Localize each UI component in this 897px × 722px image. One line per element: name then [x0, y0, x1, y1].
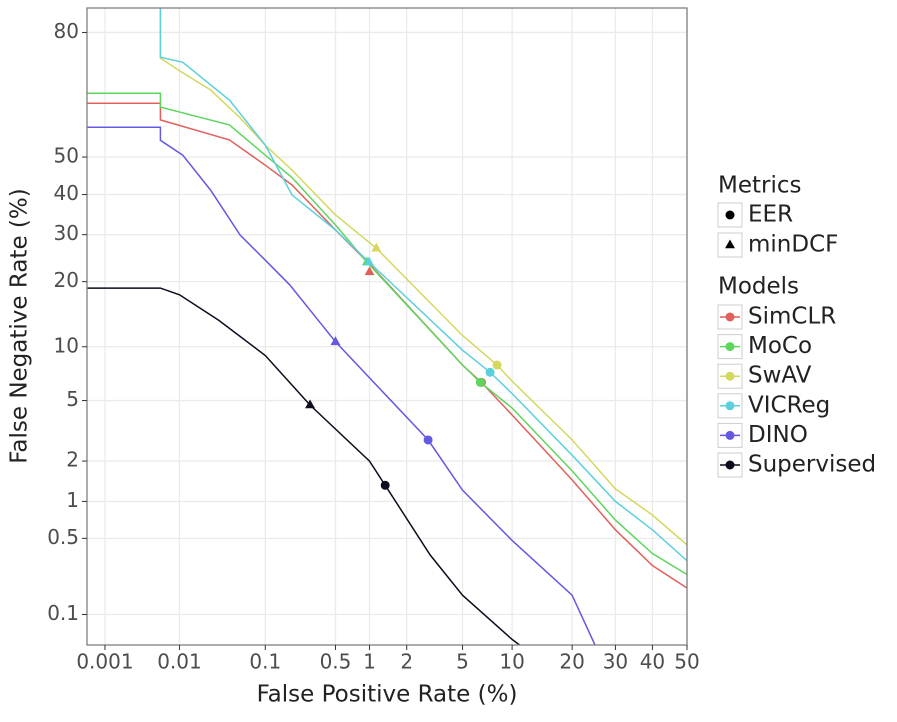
- x-tick-label: 30: [603, 650, 628, 674]
- eer-point: [475, 377, 485, 387]
- y-tick-label: 2: [66, 448, 79, 472]
- legend-label: Supervised: [748, 452, 876, 478]
- legend-symbol: [725, 430, 735, 440]
- y-tick-label: 80: [54, 19, 79, 43]
- y-tick-label: 20: [54, 268, 79, 292]
- legend-label: EER: [748, 202, 793, 228]
- x-tick-label: 50: [674, 650, 699, 674]
- x-tick-label: 2: [400, 650, 413, 674]
- x-tick-label: 0.01: [157, 650, 202, 674]
- legend-label: DINO: [748, 422, 808, 448]
- legend-symbol: [725, 401, 735, 411]
- y-tick-label: 1: [66, 488, 79, 512]
- min-dcf-point: [364, 256, 374, 266]
- legend-label: SwAV: [748, 363, 812, 389]
- min-dcf-point: [371, 242, 382, 252]
- legend-label: VICReg: [748, 392, 830, 418]
- lines: [87, 8, 687, 645]
- y-tick-label: 30: [54, 221, 79, 245]
- x-tick-label: 40: [640, 650, 665, 674]
- series-line: [87, 287, 521, 645]
- y-tick-label: 5: [66, 387, 79, 411]
- series-line: [87, 126, 596, 645]
- axes: 0.001 0.01 0.1 0.5 1 2 5 10 20 30 40 500.10.5125102…: [47, 19, 700, 674]
- x-axis-title: False Positive Rate (%): [257, 682, 518, 708]
- x-tick-label: 20: [559, 650, 584, 674]
- eer-point: [485, 367, 495, 377]
- min-dcf-point: [364, 266, 375, 276]
- x-tick-label: 0.5: [320, 650, 352, 674]
- legend-symbol: [725, 342, 735, 352]
- legend: Metrics EER minDCF Models SimCLR MoCo SwAV VICR…: [717, 173, 876, 478]
- legend-symbol: [725, 239, 735, 249]
- y-tick-label: 10: [54, 333, 79, 357]
- y-tick-label: 0.5: [47, 525, 79, 549]
- min-dcf-point: [305, 399, 315, 409]
- panel: [87, 8, 687, 645]
- y-tick-label: 0.1: [47, 601, 79, 625]
- x-tick-label: 0.001: [76, 650, 133, 674]
- panel-border: [86, 7, 688, 646]
- legend-label: MoCo: [748, 333, 812, 359]
- y-tick-label: 50: [54, 144, 79, 168]
- legend-title: Models: [718, 274, 799, 300]
- x-tick-label: 1: [363, 650, 376, 674]
- legend-symbol: [725, 371, 735, 381]
- min-dcf-point: [330, 336, 341, 346]
- x-tick-label: 0.1: [249, 650, 281, 674]
- x-tick-label: 5: [456, 650, 469, 674]
- x-tick-label: 10: [499, 650, 524, 674]
- legend-label: SimCLR: [748, 304, 836, 330]
- series-line: [159, 8, 687, 546]
- eer-point: [423, 435, 433, 445]
- legend-symbol: [725, 210, 735, 220]
- y-axis-title: False Negative Rate (%): [7, 188, 33, 463]
- eer-point: [492, 360, 502, 370]
- legend-symbol: [725, 460, 735, 470]
- legend-label: minDCF: [748, 232, 838, 258]
- y-tick-label: 40: [54, 181, 79, 205]
- legend-symbol: [725, 312, 735, 322]
- legend-title: Metrics: [718, 173, 802, 199]
- eer-point: [380, 480, 390, 490]
